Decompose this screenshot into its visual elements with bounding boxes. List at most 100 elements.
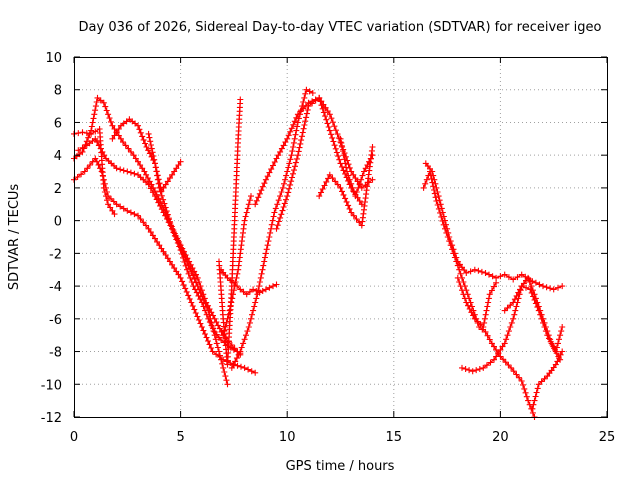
x-tick-label: 20 [492,430,509,445]
data-point [296,144,303,151]
data-point [279,184,286,191]
data-point [246,319,253,326]
data-point [292,131,299,138]
data-point [168,222,174,229]
data-series [71,86,566,420]
data-point [201,295,208,302]
data-point [266,284,273,291]
data-point [248,368,255,375]
data-point [467,268,474,275]
data-point [262,286,269,293]
data-point [502,359,509,366]
data-point [550,286,557,293]
data-point [234,362,241,369]
data-point [291,135,298,142]
data-point [329,134,336,141]
data-point [319,186,326,192]
data-point [361,168,367,175]
data-point [152,160,158,167]
plot-frame [74,57,608,418]
data-point [340,191,347,198]
data-point [485,299,492,306]
data-point [162,204,169,211]
data-point [228,299,235,306]
data-point [362,199,368,205]
data-point [84,165,91,172]
data-point [508,319,515,326]
data-point [216,325,223,332]
data-point [522,389,529,396]
data-point [132,155,139,162]
data-point [345,161,352,168]
data-point [303,110,310,117]
data-point [250,286,257,293]
data-point [537,311,544,318]
data-point [323,116,330,123]
data-point [115,126,122,132]
data-point [164,255,171,262]
data-point [206,306,213,312]
data-point [105,111,112,118]
data-point [523,284,529,291]
data-point [75,147,82,154]
y-tick-label: -12 [41,411,62,426]
data-point [319,105,326,112]
data-point [328,115,335,122]
data-point [486,291,493,298]
data-point [223,335,230,342]
data-point [266,234,273,240]
data-point [262,176,269,183]
data-point [480,324,487,330]
data-point [501,340,508,347]
data-point [224,315,231,322]
data-point [156,242,163,249]
data-point [272,205,279,212]
data-point [195,317,202,323]
data-point [306,88,313,95]
data-point [261,180,268,187]
data-point [326,127,333,134]
data-point [279,207,286,214]
data-point [451,250,458,257]
data-point [144,175,151,182]
data-point [166,258,173,265]
data-point [109,135,116,142]
data-point [435,193,442,200]
data-point [547,285,554,292]
data-point [482,311,489,318]
x-tick-label: 5 [176,430,184,445]
data-point [239,234,246,240]
data-point [466,306,473,312]
data-point [297,140,304,147]
data-point [321,182,328,189]
data-point [291,167,297,174]
data-point [356,198,363,204]
data-point [353,189,360,195]
data-point [269,217,276,224]
series-arc-3 [71,126,118,218]
data-point [453,254,460,261]
data-point [223,377,230,384]
data-point [538,315,545,322]
data-point [275,218,282,225]
data-point [139,165,146,172]
data-point [356,180,363,187]
y-tick-label: -8 [49,346,62,361]
data-point [185,292,192,299]
data-point [542,328,549,335]
data-point [97,97,104,104]
data-point [148,145,155,152]
data-point [185,270,192,277]
data-point [93,99,100,105]
y-tick-label: 4 [54,149,62,164]
data-point [514,274,521,281]
data-point [469,368,476,375]
data-point [263,246,270,253]
data-point [206,341,213,348]
data-point [429,168,436,175]
data-point [187,274,194,281]
data-point [245,366,252,373]
data-point [100,99,107,106]
data-point [107,204,114,211]
